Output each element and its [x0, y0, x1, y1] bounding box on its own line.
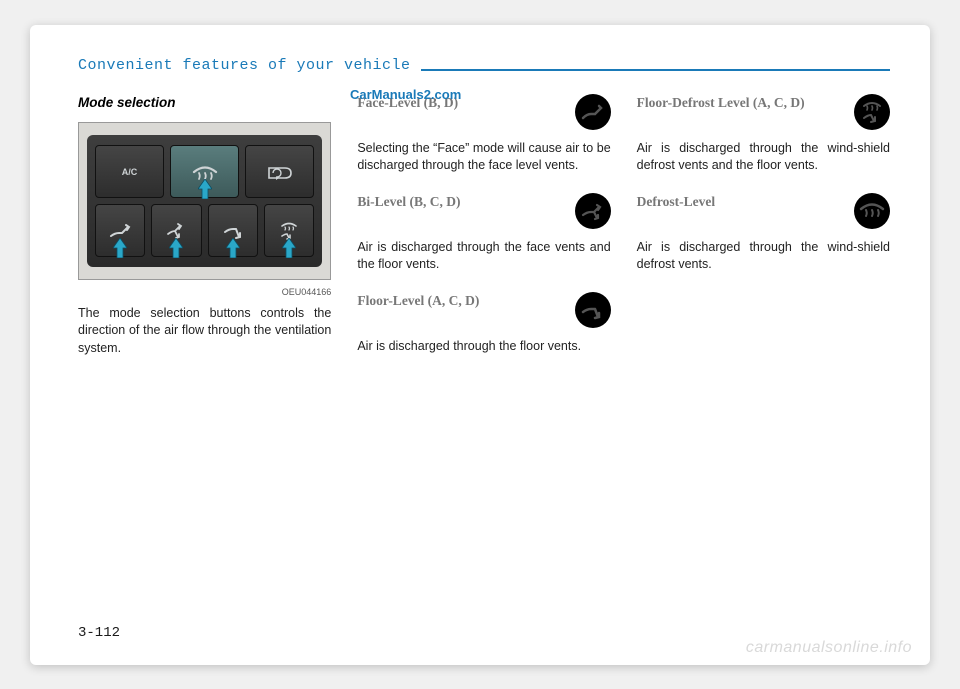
page-header: Convenient features of your vehicle: [78, 57, 890, 74]
floor-defrost-icon: [854, 94, 890, 130]
floor-icon: [575, 292, 611, 328]
mode-defrost: Defrost-Level: [637, 193, 890, 229]
watermark-bottom: carmanualsonline.info: [746, 639, 912, 657]
bilevel-mode-button: [151, 204, 201, 257]
mode-title: Floor-Level (A, C, D): [357, 292, 479, 311]
mode-floor-defrost: Floor-Defrost Level (A, C, D): [637, 94, 890, 130]
front-defrost-button: [170, 145, 239, 198]
arrow-icon: [113, 238, 127, 258]
arrow-icon: [282, 238, 296, 258]
hvac-panel: A/C: [87, 135, 322, 267]
mode-bilevel: Bi-Level (B, C, D): [357, 193, 610, 229]
face-icon: [109, 222, 131, 240]
mode-body: Air is discharged through the wind-shiel…: [637, 239, 890, 274]
recirc-button: [245, 145, 314, 198]
bilevel-icon: [575, 193, 611, 229]
column-1: Mode selection A/C: [78, 94, 331, 641]
face-icon: [575, 94, 611, 130]
recirc-icon: [266, 162, 294, 182]
figure-caption: The mode selection buttons controls the …: [78, 305, 331, 358]
column-2: Face-Level (B, D) Selecting the “Face” m…: [357, 94, 610, 641]
manual-page: Convenient features of your vehicle CarM…: [30, 25, 930, 665]
ac-label: A/C: [122, 166, 138, 179]
defrost-icon: [854, 193, 890, 229]
mode-selection-figure: A/C: [78, 122, 331, 280]
mode-floor: Floor-Level (A, C, D): [357, 292, 610, 328]
figure-id: OEU044166: [78, 286, 331, 299]
floor-icon: [223, 222, 243, 240]
button-row-1: A/C: [95, 145, 314, 198]
mode-body: Selecting the “Face” mode will cause air…: [357, 140, 610, 175]
floor-mode-button: [208, 204, 258, 257]
face-mode-button: [95, 204, 145, 257]
mode-body: Air is discharged through the floor vent…: [357, 338, 610, 356]
mode-title: Floor-Defrost Level (A, C, D): [637, 94, 805, 113]
page-number: 3-112: [78, 625, 120, 641]
arrow-icon: [198, 179, 212, 199]
floor-defrost-mode-button: [264, 204, 314, 257]
section-title: Convenient features of your vehicle: [78, 57, 411, 74]
mode-title: Bi-Level (B, C, D): [357, 193, 460, 212]
header-rule: [421, 69, 890, 71]
bilevel-icon: [166, 222, 186, 240]
mode-title: Defrost-Level: [637, 193, 715, 212]
mode-body: Air is discharged through the wind-shiel…: [637, 140, 890, 175]
ac-button: A/C: [95, 145, 164, 198]
button-row-2: [95, 204, 314, 257]
arrow-icon: [169, 238, 183, 258]
watermark-top: CarManuals2.com: [350, 87, 461, 102]
floor-defrost-icon: [279, 222, 299, 240]
arrow-icon: [226, 238, 240, 258]
mode-body: Air is discharged through the face vents…: [357, 239, 610, 274]
content-columns: Mode selection A/C: [78, 94, 890, 641]
mode-selection-heading: Mode selection: [78, 94, 331, 113]
column-3: Floor-Defrost Level (A, C, D) Air is dis…: [637, 94, 890, 641]
